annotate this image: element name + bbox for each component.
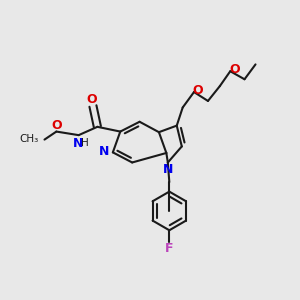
Text: O: O (229, 63, 240, 76)
Text: N: N (99, 145, 110, 158)
Text: O: O (51, 118, 62, 131)
Text: CH₃: CH₃ (19, 134, 38, 144)
Text: F: F (165, 242, 174, 255)
Text: N: N (163, 163, 173, 176)
Text: H: H (81, 139, 88, 148)
Text: O: O (86, 93, 97, 106)
Text: N: N (73, 137, 83, 150)
Text: O: O (193, 84, 203, 97)
